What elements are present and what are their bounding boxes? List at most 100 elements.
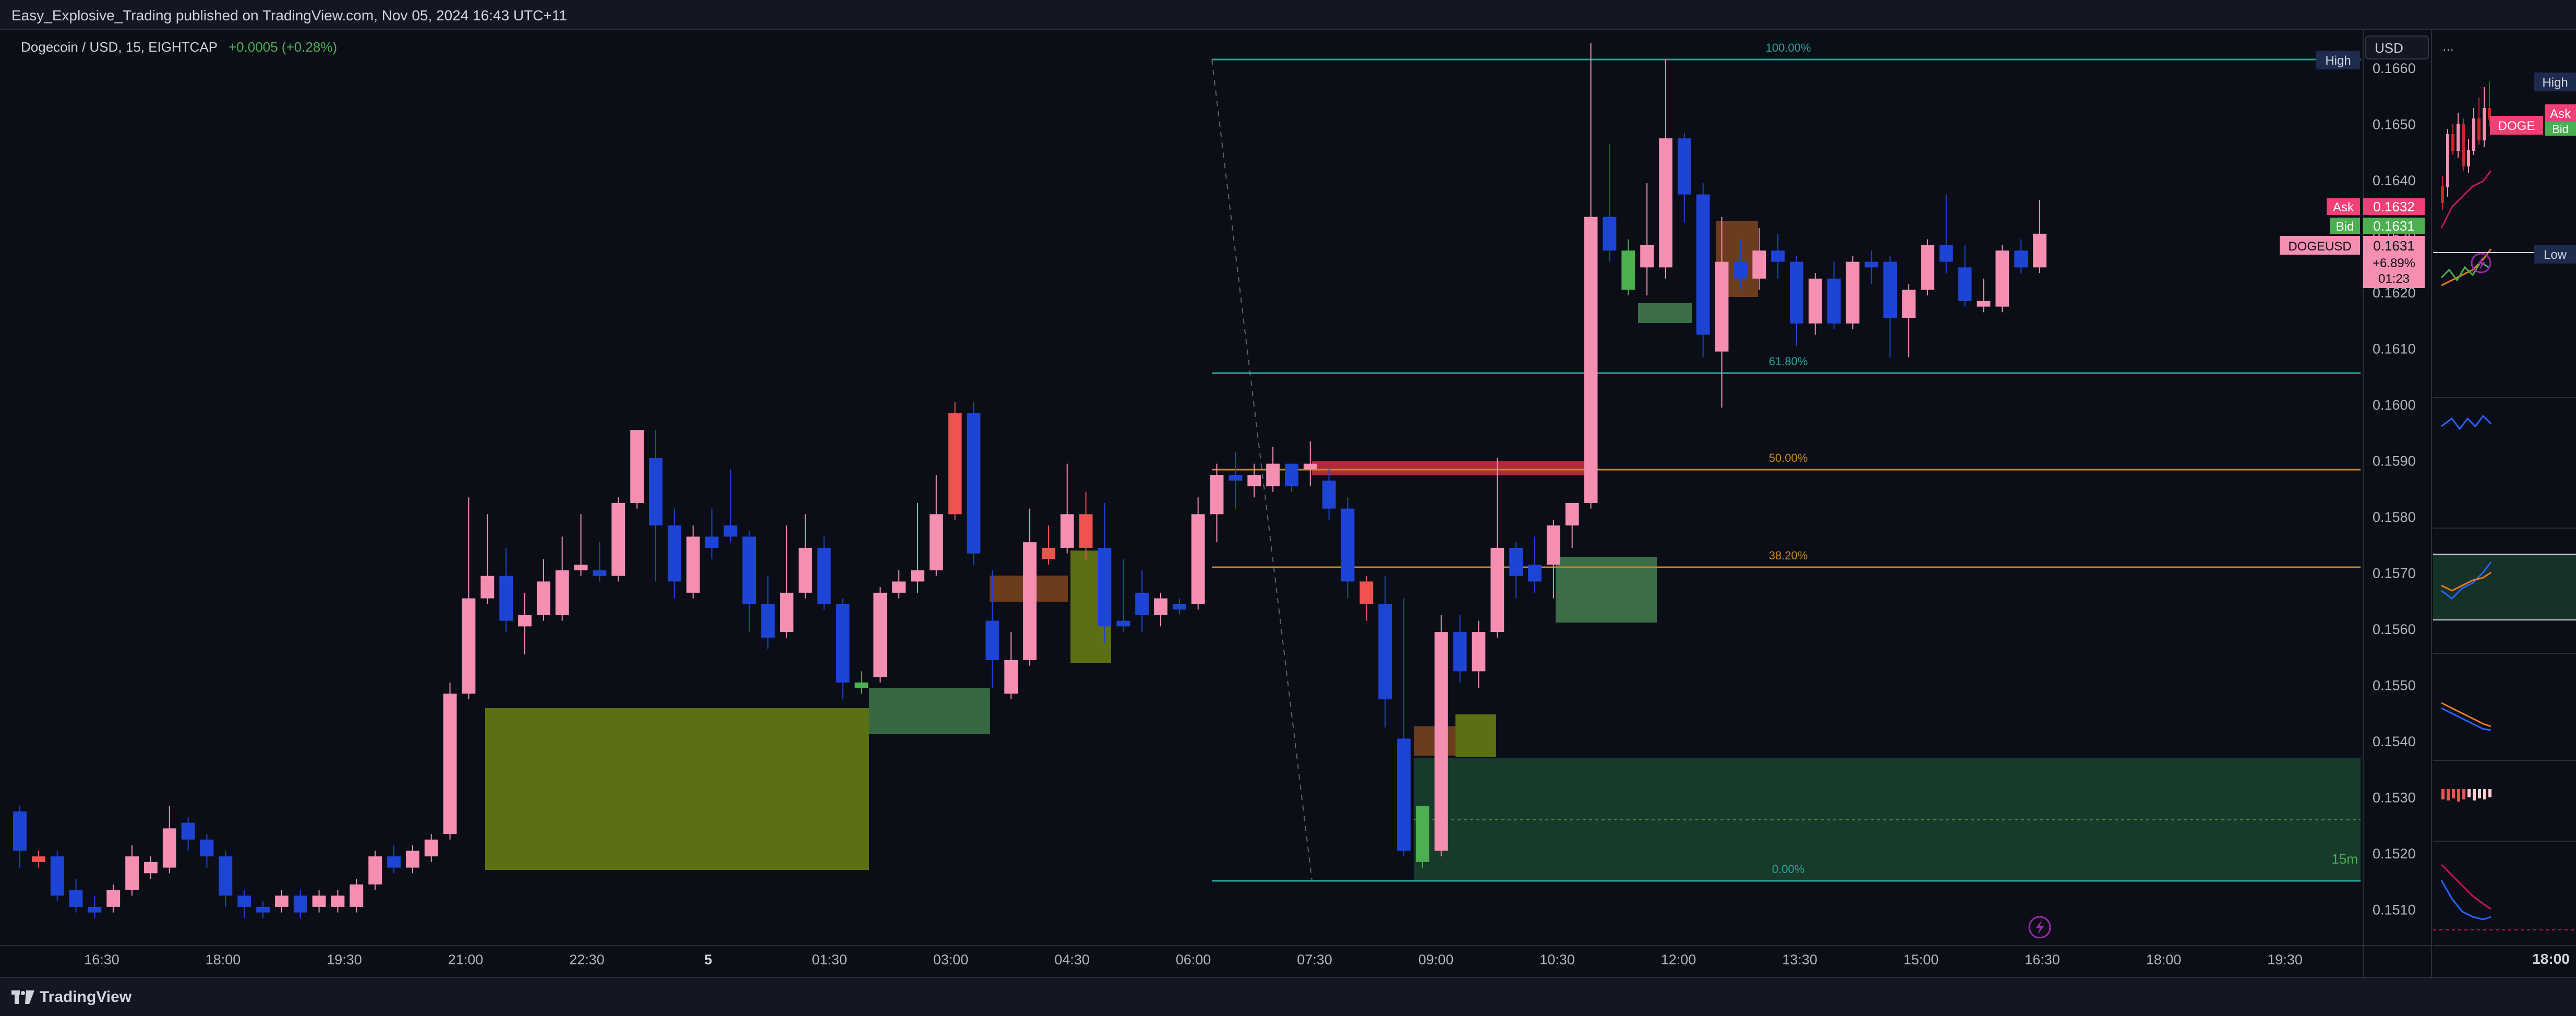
candle-body <box>929 514 943 570</box>
candle-body <box>1322 480 1336 509</box>
side-lightning-icon[interactable] <box>2471 253 2491 273</box>
price-tick-label: 0.1640 <box>2373 173 2416 188</box>
candle-body <box>948 413 962 515</box>
time-tick-label: 07:30 <box>1297 952 1332 967</box>
candle-body <box>1715 261 1729 352</box>
candle-body <box>125 856 139 890</box>
interval-badge: 15m <box>2331 851 2358 867</box>
ask-label: Ask <box>2333 200 2354 214</box>
candle-body <box>1079 514 1093 548</box>
price-tick-label: 0.1530 <box>2373 790 2416 805</box>
green-zone-top[interactable] <box>1638 303 1692 323</box>
green-zone-left[interactable] <box>869 688 990 734</box>
publish-bar: Easy_Explosive_Trading published on Trad… <box>0 0 2576 30</box>
candle-body <box>593 570 607 576</box>
candles <box>13 43 2047 918</box>
candle-body <box>967 413 981 554</box>
candle-body <box>106 890 121 907</box>
side-candle-body <box>2457 124 2460 151</box>
candle-body <box>910 570 924 582</box>
candle-body <box>555 570 569 615</box>
side-histogram <box>2441 789 2491 802</box>
bar-countdown: 01:23 <box>2378 272 2410 286</box>
fib-618-label: 61.80% <box>1769 355 1808 368</box>
side-line-orange-2 <box>2441 702 2491 727</box>
candle-body <box>1341 508 1355 582</box>
side-ask-text: Ask <box>2550 107 2571 121</box>
time-axis[interactable]: 16:30 18:00 19:30 21:00 22:30 5 01:30 03:00 04:3… <box>84 952 2303 967</box>
candle-body <box>780 592 793 632</box>
side-candle-body <box>2441 186 2444 203</box>
side-ask-badge <box>2545 104 2576 122</box>
candle-body <box>1116 620 1130 627</box>
olive-zone-left[interactable] <box>485 708 869 870</box>
candle-body <box>144 862 158 874</box>
candle-body <box>1565 503 1579 525</box>
tradingview-logo-icon <box>11 990 34 1004</box>
candle-body <box>1603 217 1617 251</box>
lightning-icon[interactable] <box>2028 916 2051 939</box>
candle-body <box>219 856 233 896</box>
time-tick-label: 13:30 <box>1782 952 1817 967</box>
fibonacci-retracement[interactable]: 100.00% 61.80% 50.00% 38.20% 0.00% <box>1211 41 2361 882</box>
price-tick-label: 0.1570 <box>2373 565 2416 581</box>
candle-body <box>1191 514 1205 604</box>
tradingview-logo[interactable]: TradingView <box>11 988 131 1006</box>
candle-body <box>88 906 102 913</box>
candle-body <box>50 856 64 896</box>
candle-body <box>237 895 251 907</box>
last-price: 0.1631 <box>2373 238 2415 254</box>
currency-label: USD <box>2375 40 2403 56</box>
candle-body <box>1883 261 1897 318</box>
side-chart-panel[interactable]: ··· High Low Ask DOGE Bid 18:00 <box>2431 30 2576 977</box>
olive-zone-low[interactable] <box>1455 714 1496 757</box>
ask-value: 0.1632 <box>2373 199 2415 214</box>
candle-body <box>1995 250 2009 307</box>
candle-body <box>1247 475 1261 486</box>
candle-body <box>462 598 476 694</box>
candle-body <box>724 525 738 537</box>
candle-body <box>1210 475 1224 515</box>
green-zone-bottom[interactable] <box>1414 758 2361 881</box>
side-bid-badge <box>2545 122 2576 136</box>
candle-body <box>1808 278 1822 324</box>
candle-body <box>1359 581 1374 604</box>
side-line-orange <box>2441 571 2491 592</box>
fib-100-label: 100.00% <box>1766 41 1811 54</box>
time-tick-label: 04:30 <box>1054 952 1090 967</box>
candle-body <box>1752 250 1766 279</box>
candle-body <box>611 503 625 576</box>
price-chart[interactable]: 100.00% 61.80% 50.00% 38.20% 0.00% Dogec… <box>0 30 2431 977</box>
price-tick-label: 0.1600 <box>2373 397 2416 413</box>
candle-body <box>1659 138 1672 268</box>
price-tick-label: 0.1650 <box>2373 116 2416 132</box>
side-candle-body <box>2462 124 2465 166</box>
bid-label: Bid <box>2336 220 2354 234</box>
candle-body <box>1920 245 1934 290</box>
side-bid-text: Bid <box>2552 123 2569 136</box>
candle-body <box>705 536 719 548</box>
candle-body <box>1790 261 1803 324</box>
candle-body <box>1415 806 1429 862</box>
side-candle-body <box>2451 134 2454 151</box>
side-low-text: Low <box>2544 248 2567 262</box>
candle-body <box>1827 278 1841 324</box>
side-line-blue <box>2441 561 2492 600</box>
price-axis[interactable]: 0.16600.16500.16400.16300.16200.16100.16… <box>2373 61 2416 918</box>
side-high-text: High <box>2542 76 2568 90</box>
candle-body <box>1490 547 1504 632</box>
time-tick-label: 19:30 <box>327 952 362 967</box>
symbol-legend[interactable]: Dogecoin / USD, 15, EIGHTCAP <box>21 39 218 55</box>
red-zone[interactable] <box>1312 461 1588 475</box>
candle-body <box>1004 660 1018 694</box>
candle-body <box>686 536 700 593</box>
side-zone <box>2433 554 2576 620</box>
time-tick-label: 15:00 <box>1904 952 1939 967</box>
footer-brand: TradingView <box>40 988 132 1006</box>
side-candle-body <box>2477 118 2481 140</box>
candle-body <box>350 884 364 907</box>
symbol-badge: DOGEUSD <box>2288 240 2351 254</box>
candle-body <box>480 576 495 599</box>
currency-button[interactable]: USD <box>2365 35 2429 59</box>
side-ma-orange <box>2441 248 2492 286</box>
